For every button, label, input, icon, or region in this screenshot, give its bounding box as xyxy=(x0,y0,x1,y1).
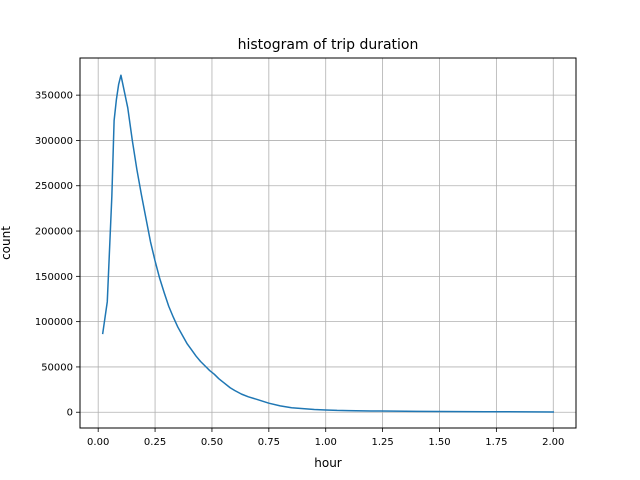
y-tick-label: 0 xyxy=(67,408,73,419)
plot-frame xyxy=(79,57,577,429)
x-axis: 0.00 0.25 0.50 0.75 1.00 1.25 1.50 1.75 2.00 xyxy=(87,428,564,448)
x-tick-label: 0.50 xyxy=(201,437,223,448)
series-layer xyxy=(101,74,555,413)
x-tick-label: 1.75 xyxy=(485,437,507,448)
y-tick-label: 50000 xyxy=(41,362,73,373)
y-tick-label: 100000 xyxy=(35,317,73,328)
x-tick-label: 0.25 xyxy=(144,437,166,448)
chart-title: histogram of trip duration xyxy=(238,37,419,53)
grid xyxy=(80,58,576,428)
x-tick-label: 2.00 xyxy=(542,437,564,448)
x-axis-label: hour xyxy=(314,456,342,470)
y-axis-label: count xyxy=(0,226,13,260)
y-tick-label: 350000 xyxy=(35,91,73,102)
y-tick-label: 150000 xyxy=(35,272,73,283)
x-tick-label: 1.25 xyxy=(371,437,393,448)
y-axis: 0 50000 100000 150000 200000 250000 300000 3500… xyxy=(35,91,80,419)
series-line xyxy=(101,74,555,413)
x-tick-label: 0.75 xyxy=(258,437,280,448)
y-tick-label: 300000 xyxy=(35,136,73,147)
y-tick-label: 250000 xyxy=(35,181,73,192)
x-tick-label: 1.50 xyxy=(428,437,450,448)
y-tick-label: 200000 xyxy=(35,227,73,238)
x-tick-label: 0.00 xyxy=(87,437,109,448)
x-tick-label: 1.00 xyxy=(315,437,337,448)
